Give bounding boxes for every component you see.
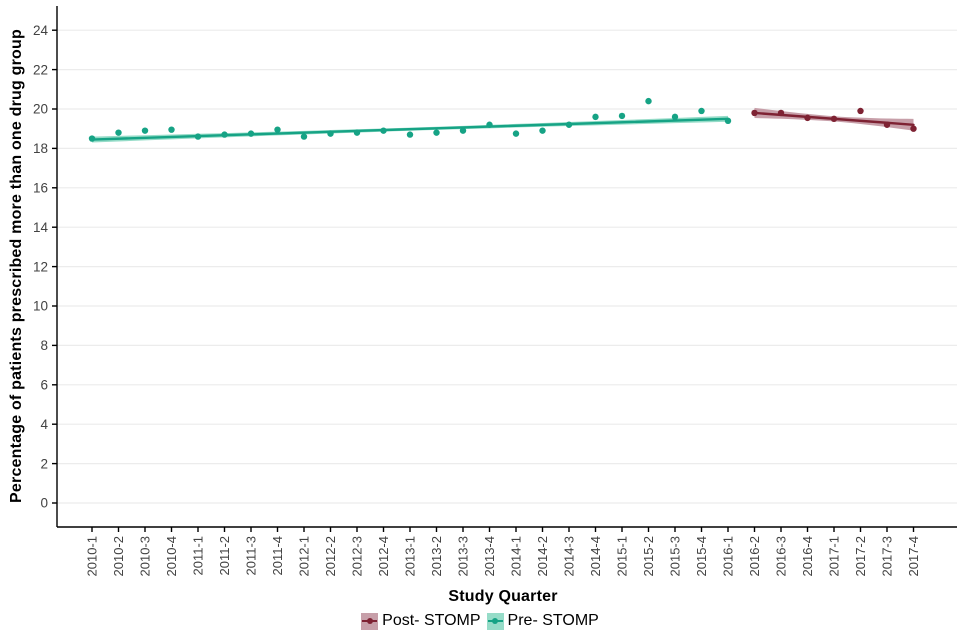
data-point <box>830 115 838 123</box>
x-tick-label: 2014-1 <box>509 536 524 576</box>
x-tick-label: 2017-2 <box>853 536 868 576</box>
data-point <box>804 114 811 122</box>
legend-item-post-stomp: Post- STOMP <box>361 612 481 630</box>
data-point <box>88 135 96 142</box>
x-tick-label: 2011-3 <box>244 536 259 576</box>
x-tick-label: 2017-3 <box>880 536 895 576</box>
x-tick-label: 2014-4 <box>588 536 603 576</box>
x-tick-label: 2011-4 <box>270 536 285 576</box>
legend-label-pre-stomp: Pre- STOMP <box>507 612 599 629</box>
x-tick-label: 2012-2 <box>323 536 338 576</box>
x-tick-label: 2013-4 <box>482 536 497 576</box>
chart-legend: Post- STOMP Pre- STOMP <box>0 612 960 630</box>
legend-label-post-stomp: Post- STOMP <box>382 612 481 629</box>
y-tick-label: 10 <box>33 299 48 314</box>
x-tick-label: 2013-1 <box>403 536 418 576</box>
data-point <box>168 126 175 133</box>
y-tick-label: 20 <box>33 102 48 117</box>
y-tick-label: 18 <box>33 141 48 156</box>
data-point <box>327 130 334 137</box>
legend-swatch-pre-stomp <box>486 612 504 630</box>
legend-point-icon <box>366 618 373 624</box>
x-tick-label: 2011-1 <box>191 536 206 576</box>
data-point <box>486 121 493 128</box>
data-point <box>777 109 785 117</box>
x-tick-label: 2016-1 <box>721 536 736 576</box>
data-point <box>433 129 440 136</box>
y-tick-label: 0 <box>40 496 48 511</box>
data-point <box>645 97 652 105</box>
data-point <box>380 127 387 134</box>
x-tick-label: 2016-2 <box>747 536 762 576</box>
y-tick-label: 16 <box>33 181 48 196</box>
x-tick-label: 2016-4 <box>800 536 815 576</box>
data-point <box>539 127 546 134</box>
x-tick-label: 2013-2 <box>429 536 444 576</box>
data-point <box>194 133 202 140</box>
legend-item-pre-stomp: Pre- STOMP <box>486 612 599 630</box>
x-tick-label: 2015-2 <box>641 536 656 576</box>
data-point <box>221 131 228 138</box>
data-point <box>751 109 758 117</box>
x-tick-label: 2014-2 <box>535 536 550 576</box>
y-tick-label: 22 <box>33 62 48 77</box>
x-tick-label: 2015-1 <box>615 536 630 576</box>
data-point <box>724 117 732 125</box>
data-point <box>698 107 705 115</box>
x-tick-label: 2016-3 <box>774 536 789 576</box>
data-point <box>857 107 864 115</box>
x-tick-label: 2015-4 <box>694 536 709 576</box>
x-axis-title: Study Quarter <box>448 588 558 605</box>
data-point <box>406 131 414 138</box>
x-tick-label: 2017-1 <box>827 536 842 576</box>
data-point <box>300 133 308 140</box>
y-tick-label: 14 <box>33 220 49 235</box>
x-tick-label: 2012-3 <box>350 536 365 576</box>
data-point <box>565 121 573 128</box>
data-point <box>883 121 891 128</box>
x-tick-label: 2012-4 <box>376 536 391 576</box>
data-point <box>671 113 679 121</box>
data-point <box>512 130 520 137</box>
y-tick-label: 8 <box>40 338 48 353</box>
data-point <box>592 113 599 121</box>
legend-swatch-post-stomp <box>361 612 379 630</box>
x-tick-label: 2015-3 <box>668 536 683 576</box>
legend-point-icon <box>492 618 499 624</box>
y-axis-title: Percentage of patients prescribed more t… <box>8 29 25 503</box>
y-tick-label: 24 <box>33 23 49 38</box>
y-tick-label: 4 <box>40 417 48 432</box>
data-point <box>353 129 361 136</box>
x-tick-label: 2010-1 <box>85 536 100 576</box>
x-tick-label: 2013-3 <box>456 536 471 576</box>
data-point <box>910 125 917 132</box>
x-tick-label: 2010-3 <box>138 536 153 576</box>
x-tick-label: 2017-4 <box>906 536 921 576</box>
data-point <box>141 127 149 134</box>
x-tick-label: 2010-2 <box>111 536 126 576</box>
data-point <box>274 126 281 133</box>
y-tick-label: 6 <box>40 378 48 393</box>
x-tick-label: 2014-3 <box>562 536 577 576</box>
y-tick-label: 2 <box>40 456 48 471</box>
x-tick-label: 2011-2 <box>217 536 232 576</box>
data-point <box>247 130 255 137</box>
data-point <box>459 127 467 134</box>
y-tick-label: 12 <box>33 259 48 274</box>
x-tick-label: 2012-1 <box>297 536 312 576</box>
data-point <box>618 112 626 120</box>
x-tick-label: 2010-4 <box>164 536 179 576</box>
data-point <box>115 129 122 136</box>
